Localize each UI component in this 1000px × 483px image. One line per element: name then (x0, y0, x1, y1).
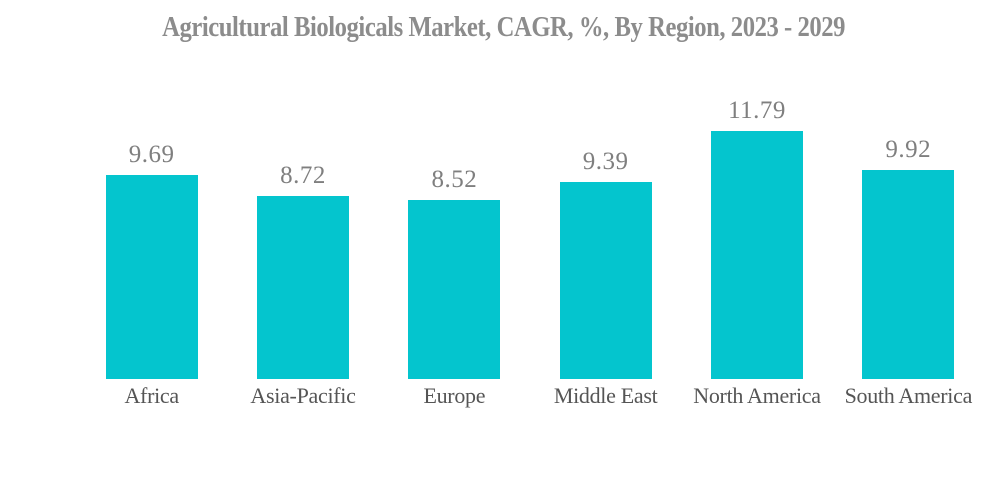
category-label: Asia-Pacific (250, 383, 356, 408)
bar-column: 9.69 (76, 0, 227, 379)
bar-value-label: 8.52 (431, 166, 478, 194)
bar-column: 8.52 (379, 0, 530, 379)
bar-value-label: 11.79 (728, 97, 786, 125)
bar-value-label: 8.72 (280, 162, 326, 190)
bar-value-label: 9.39 (582, 148, 629, 176)
bar-africa (105, 175, 198, 379)
bar-column: 11.79 (681, 0, 832, 379)
category-label: Africa (124, 383, 179, 408)
bar-europe (408, 200, 501, 379)
category-label: Middle East (553, 383, 658, 408)
bar-column: 9.92 (833, 0, 984, 379)
bar-column: 9.39 (530, 0, 681, 379)
category-axis: Africa Asia-Pacific Europe Middle East North… (76, 383, 984, 409)
bar-value-label: 9.69 (128, 141, 175, 169)
bar-middle-east (559, 182, 652, 379)
bar-asia-pacific (256, 196, 349, 379)
category-label: South America (844, 383, 973, 408)
bar-plot-area: 9.69 8.72 8.52 9.39 11.79 9.92 (76, 0, 984, 379)
category-label: Europe (423, 383, 486, 408)
category-label: North America (693, 383, 821, 408)
bar-south-america (862, 170, 955, 379)
bar-north-america (710, 131, 803, 379)
chart-title: Agricultural Biologicals Market, CAGR, %… (162, 12, 846, 43)
bar-column: 8.72 (227, 0, 378, 379)
bar-value-label: 9.92 (885, 136, 932, 164)
